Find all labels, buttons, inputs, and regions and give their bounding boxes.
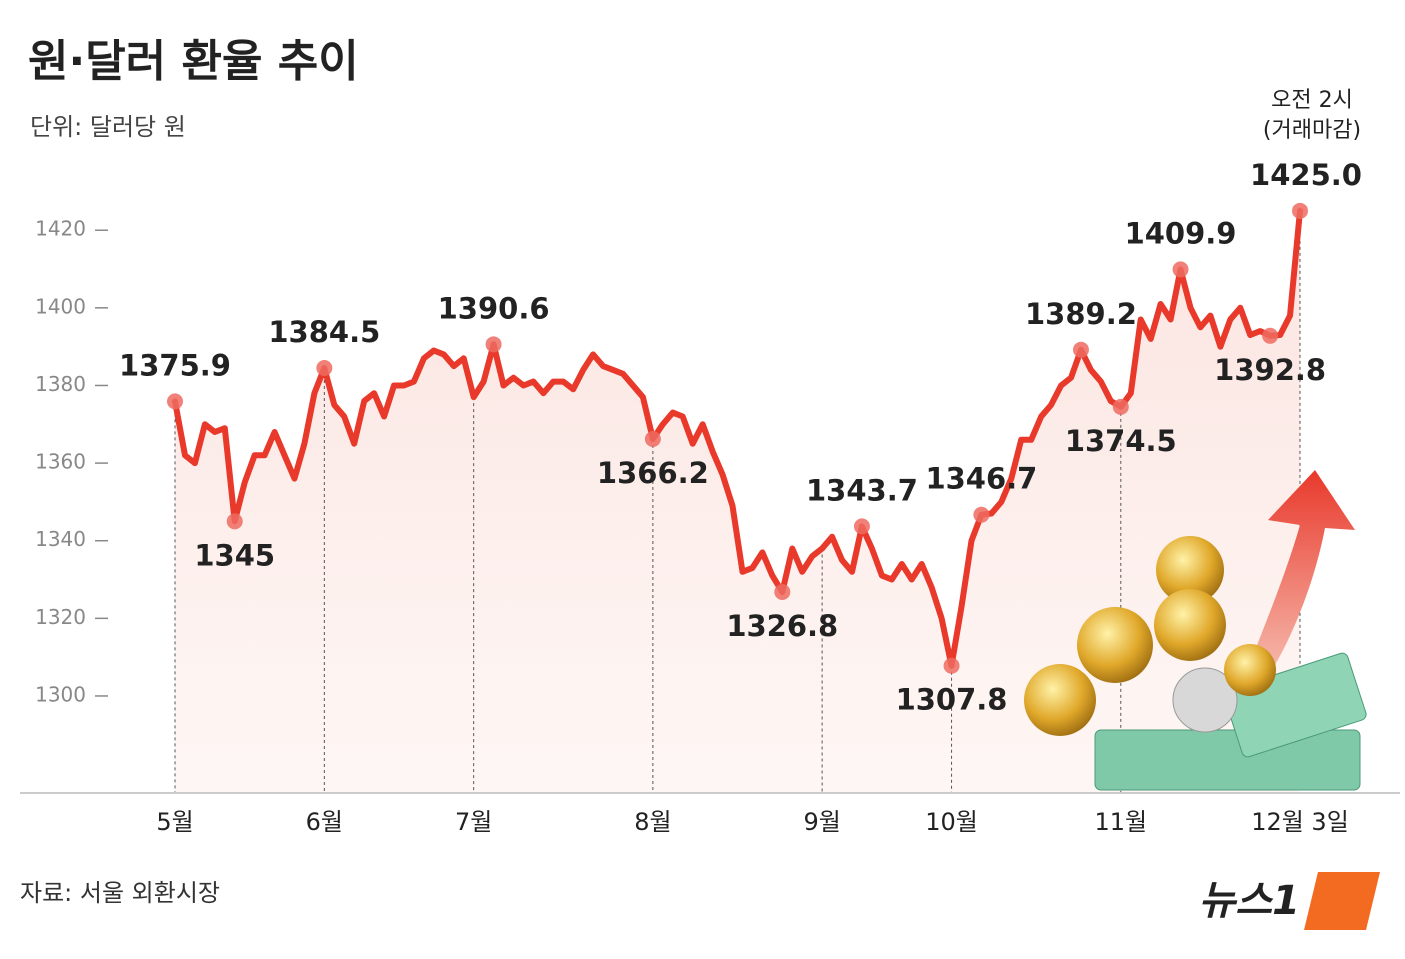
point	[943, 657, 960, 674]
y-tick-label: 1420	[35, 217, 86, 241]
line	[172, 207, 1303, 669]
y-tick-label: 1320	[35, 605, 86, 629]
coin	[1172, 667, 1238, 733]
value-label: 1392.8	[1214, 353, 1326, 387]
x-tick-label: 8월	[634, 808, 671, 836]
point	[1072, 341, 1089, 358]
x-tick-label: 7월	[455, 808, 492, 836]
point	[167, 393, 183, 410]
value-label: 1409.9	[1125, 216, 1237, 250]
logo-text: 뉴스1	[1199, 878, 1300, 924]
point	[973, 506, 990, 523]
x-tick-label: 10월	[925, 808, 978, 836]
value-label: 1343.7	[806, 473, 918, 507]
value-label: 1384.5	[268, 315, 380, 349]
source: 자료: 서울 외환시장	[20, 879, 220, 907]
point	[644, 431, 661, 448]
x-tick-label: 11월	[1094, 808, 1147, 836]
area	[175, 210, 1300, 794]
coin	[1224, 644, 1276, 696]
bills	[1223, 652, 1367, 758]
value-label: 1326.8	[726, 609, 838, 643]
value-label: 1307.8	[896, 683, 1008, 717]
point	[774, 583, 791, 600]
y-tick-label: 1360	[35, 450, 86, 474]
value-label: 1390.6	[438, 291, 550, 325]
money-illustration	[1024, 470, 1367, 791]
y-tick-label: 1340	[35, 527, 86, 551]
value-label: 1366.2	[597, 456, 709, 490]
y-tick-label: 1400	[35, 294, 86, 318]
coin	[1156, 536, 1224, 604]
point	[485, 336, 502, 353]
value-label: 1345	[194, 538, 275, 572]
logo-badge	[1304, 872, 1380, 930]
value-label: 1389.2	[1025, 297, 1137, 331]
coin	[1077, 607, 1153, 683]
point	[853, 518, 870, 535]
value-label: 1346.7	[925, 462, 1037, 496]
up-arrow	[1255, 470, 1355, 665]
point	[1172, 261, 1189, 278]
annotation: (거래마감)	[1263, 118, 1361, 143]
point	[1262, 327, 1279, 344]
y-tick-label: 1380	[35, 372, 86, 396]
x-tick-label: 6월	[306, 808, 343, 836]
x-tick-label: 9월	[803, 808, 840, 836]
y-tick-label: 1300	[35, 682, 86, 706]
x-tick-label: 5월	[156, 808, 193, 836]
coin	[1154, 589, 1226, 661]
logo: 뉴스1	[1199, 872, 1380, 930]
chart-subtitle: 단위: 달러당 원	[30, 113, 186, 141]
coin	[1024, 664, 1096, 736]
bills	[1094, 729, 1361, 791]
value-label: 1375.9	[119, 348, 231, 382]
point	[316, 360, 333, 377]
chart-title: 원·달러 환율 추이	[28, 36, 359, 87]
point	[1292, 202, 1308, 219]
annotation: 오전 2시	[1271, 88, 1353, 113]
point	[226, 513, 243, 530]
value-label: 1374.5	[1065, 424, 1177, 458]
x-tick-label: 12월 3일	[1251, 808, 1349, 836]
value-label: 1425.0	[1250, 158, 1362, 192]
point	[1112, 398, 1129, 415]
